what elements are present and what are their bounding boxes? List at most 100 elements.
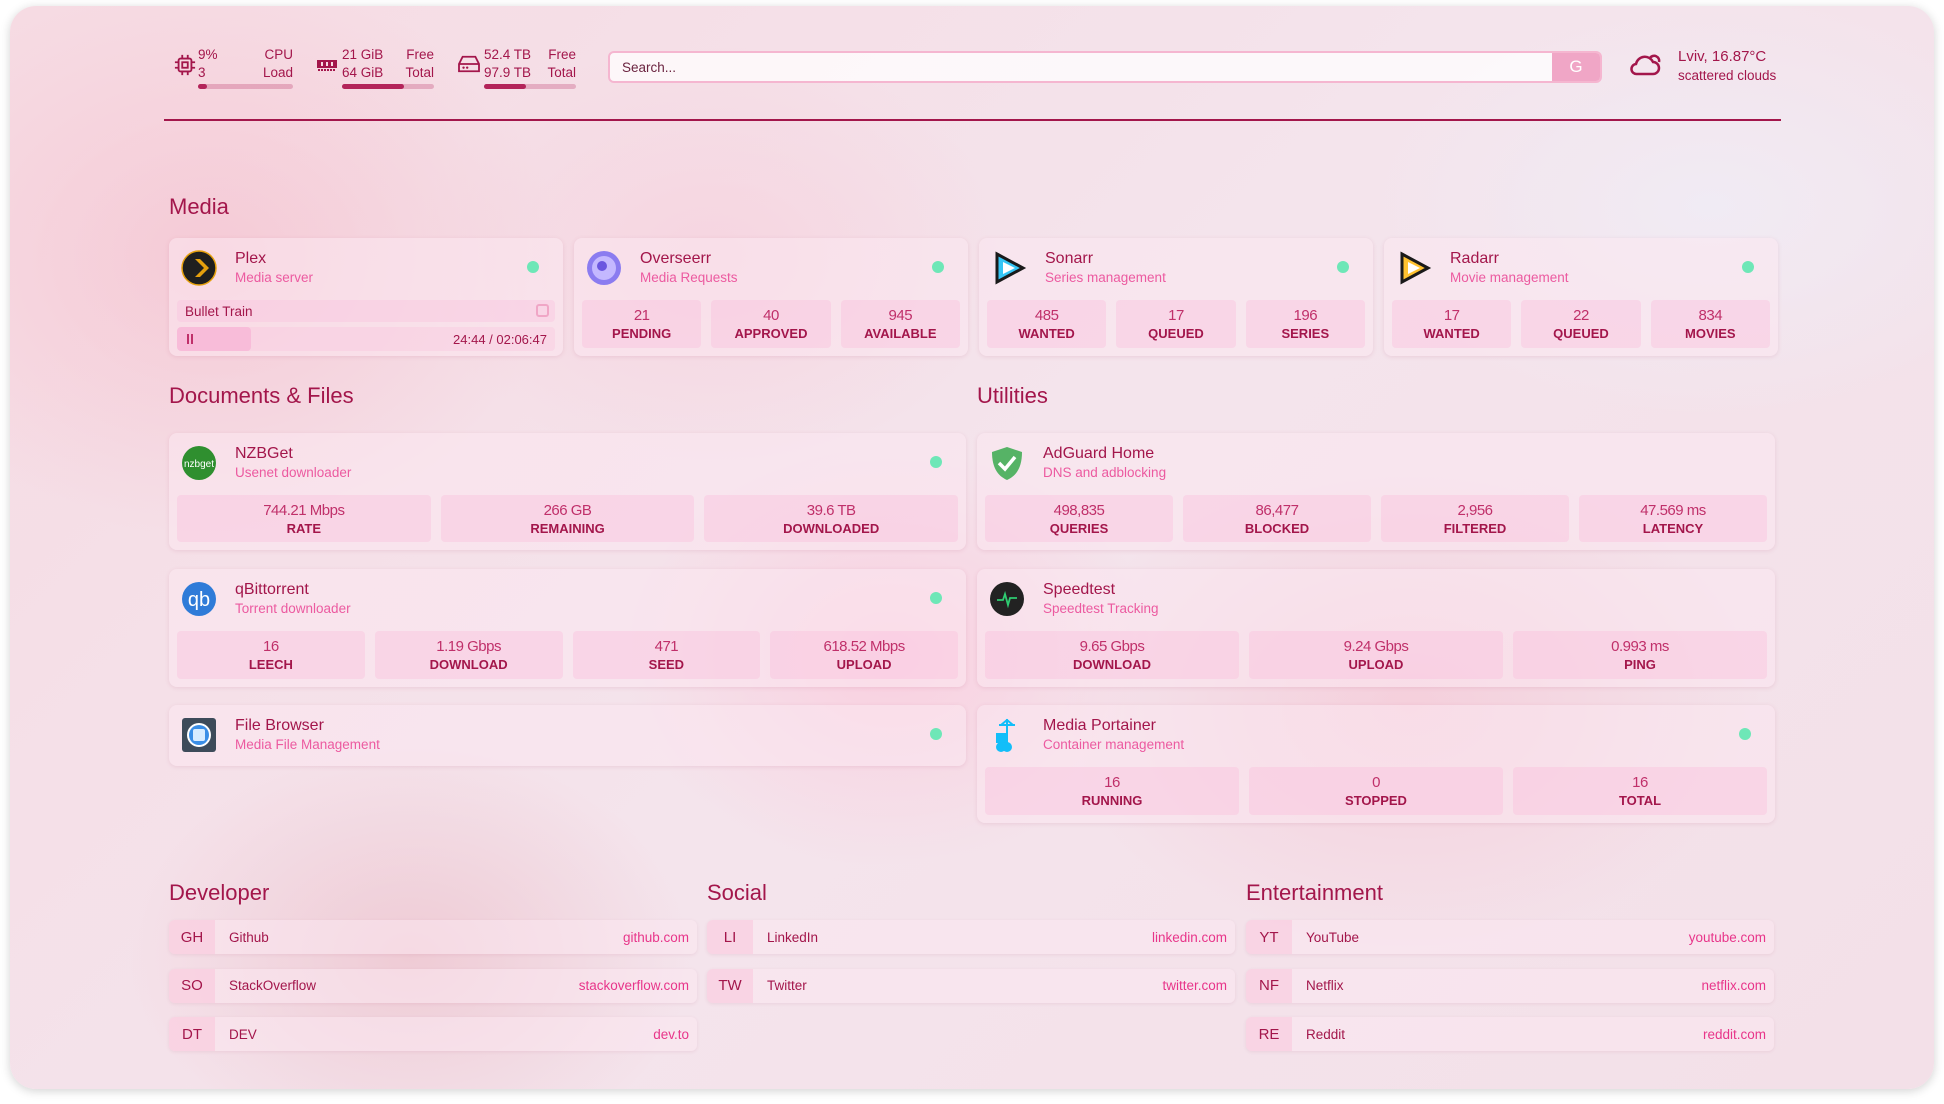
bookmark-url: reddit.com	[1702, 1026, 1766, 1042]
service-card-nzbget[interactable]: nzbget NZBGet Usenet downloader 744.21 Mbps…	[169, 433, 966, 550]
bookmark-twitter[interactable]: TW Twitter twitter.com	[707, 968, 1235, 1003]
stat-value: 16	[1632, 774, 1648, 791]
status-indicator	[930, 728, 942, 740]
service-name: Sonarr	[1045, 250, 1094, 267]
portainer-icon	[989, 717, 1025, 753]
section-title-documents: Documents & Files	[169, 383, 354, 408]
stat-block: 9.65 Gbps DOWNLOAD	[985, 631, 1239, 679]
bookmark-dev[interactable]: DT DEV dev.to	[169, 1017, 697, 1051]
stat-label: PING	[1624, 657, 1656, 672]
stat-value: 266 GB	[543, 502, 592, 519]
service-description: Media server	[235, 270, 314, 285]
bookmark-url: github.com	[622, 929, 689, 945]
stat-block: 16 LEECH	[177, 631, 365, 679]
stat-value: 618.52 Mbps	[823, 638, 906, 655]
stat-label: BLOCKED	[1244, 521, 1310, 536]
search-bar: G	[608, 51, 1602, 83]
stat-label: DOWNLOADED	[783, 521, 880, 536]
service-card-media-portainer[interactable]: Media Portainer Container management 16 RUN…	[977, 705, 1775, 823]
stat-block: 39.6 TB DOWNLOADED	[704, 495, 959, 542]
service-card-adguard-home[interactable]: AdGuard Home DNS and adblocking 498,835 QUE…	[977, 433, 1775, 550]
stat-label: WANTED	[1018, 326, 1075, 341]
bookmark-netflix[interactable]: NF Netflix netflix.com	[1246, 968, 1774, 1003]
service-stats: 16 LEECH 1.19 Gbps DOWNLOAD 471 SEED 618.52 Mb…	[177, 631, 958, 679]
stat-label: STOPPED	[1345, 793, 1407, 808]
stat-value: 0.993 ms	[1611, 638, 1669, 655]
header-divider	[164, 119, 1781, 121]
stat-block: 1.19 Gbps DOWNLOAD	[374, 631, 563, 679]
bookmark-reddit[interactable]: RE Reddit reddit.com	[1246, 1017, 1774, 1051]
now-playing-title[interactable]: Bullet Train	[185, 304, 253, 319]
stat-value: 485	[1034, 307, 1059, 324]
nzbget-icon: nzbget	[181, 445, 217, 481]
speedtest-icon	[989, 581, 1025, 617]
stat-label: LATENCY	[1642, 521, 1704, 536]
stat-label: QUERIES	[1049, 521, 1109, 536]
stat-block: 2,956 FILTERED	[1381, 495, 1569, 542]
stat-block: 0.993 ms PING	[1513, 631, 1767, 679]
service-stats: 9.65 Gbps DOWNLOAD 9.24 Gbps UPLOAD 0.993 ms…	[985, 631, 1767, 679]
playback-progress[interactable]: 24:44 / 02:06:47	[177, 327, 555, 351]
service-card-sonarr[interactable]: Sonarr Series management 485 WANTED 17 QUEUED…	[979, 238, 1373, 356]
stat-label: UPLOAD	[1348, 657, 1404, 672]
service-card-radarr[interactable]: Radarr Movie management 17 WANTED 22 QUEUED 83…	[1384, 238, 1778, 356]
cpu-label: CPU	[264, 47, 293, 62]
service-card-plex[interactable]: Plex Media server Bullet Train 24:44 / 02:0…	[169, 238, 563, 356]
stat-block: 22 QUEUED	[1521, 300, 1641, 348]
stat-block: 9.24 Gbps UPLOAD	[1249, 631, 1503, 679]
service-card-qbittorrent[interactable]: qb qBittorrent Torrent downloader 16 LEECH 1.…	[169, 569, 966, 687]
stat-value: 16	[263, 638, 279, 655]
stat-value: 471	[654, 638, 679, 655]
stat-block: 618.52 Mbps UPLOAD	[770, 631, 958, 679]
service-card-speedtest[interactable]: Speedtest Speedtest Tracking 9.65 Gbps DOWN…	[977, 569, 1775, 687]
bookmark-github[interactable]: GH Github github.com	[169, 920, 697, 954]
search-input[interactable]	[610, 53, 1552, 81]
hard-drive-icon	[458, 55, 480, 73]
service-card-overseerr[interactable]: Overseerr Media Requests 21 PENDING 40 APPROV…	[574, 238, 968, 356]
stat-value: 86,477	[1255, 502, 1299, 519]
file-browser-icon	[181, 717, 217, 753]
stat-block: 834 MOVIES	[1650, 300, 1770, 348]
stat-value: 2,956	[1457, 502, 1493, 519]
disk-free: 52.4 TB	[484, 47, 532, 62]
memory-total: 64 GiB	[342, 65, 384, 80]
bookmark-name: StackOverflow	[229, 978, 317, 993]
service-card-file-browser[interactable]: File Browser Media File Management	[169, 705, 966, 766]
search-provider-button[interactable]: G	[1552, 53, 1600, 81]
stat-block: 744.21 Mbps RATE	[177, 495, 431, 542]
stat-block: 86,477 BLOCKED	[1183, 495, 1371, 542]
bookmark-url: netflix.com	[1701, 978, 1766, 993]
stat-label: DOWNLOAD	[429, 657, 508, 672]
service-name: AdGuard Home	[1043, 445, 1155, 462]
pause-icon[interactable]	[187, 334, 193, 344]
memory-free-label: Free	[406, 47, 434, 62]
media-info-icon[interactable]	[536, 304, 549, 317]
stat-label: SEED	[648, 657, 685, 672]
service-description: Media Requests	[640, 270, 738, 285]
bookmark-stackoverflow[interactable]: SO StackOverflow stackoverflow.com	[169, 968, 697, 1003]
bookmark-url: youtube.com	[1688, 929, 1766, 945]
service-description: Container management	[1043, 737, 1185, 752]
service-description: Usenet downloader	[235, 465, 352, 480]
service-stats: 498,835 QUERIES 86,477 BLOCKED 2,956 FILTERED…	[985, 495, 1767, 542]
bookmark-name: LinkedIn	[767, 929, 819, 945]
stat-block: 16 TOTAL	[1513, 767, 1767, 815]
weather-condition: scattered clouds	[1678, 68, 1777, 83]
adguard-icon	[989, 445, 1025, 481]
weather-location: Lviv, 16.87°C	[1678, 48, 1767, 65]
bookmark-linkedin[interactable]: LI LinkedIn linkedin.com	[707, 920, 1235, 954]
bookmark-youtube[interactable]: YT YouTube youtube.com	[1246, 920, 1774, 954]
service-name: qBittorrent	[235, 581, 309, 598]
bookmark-name: DEV	[229, 1026, 257, 1042]
qbittorrent-icon: qb	[181, 581, 217, 617]
stat-block: 0 STOPPED	[1249, 767, 1503, 815]
bookmark-abbreviation: RE	[1246, 1017, 1292, 1051]
stat-value: 744.21 Mbps	[263, 502, 345, 519]
stat-block: 266 GB REMAINING	[440, 495, 695, 542]
disk-bar	[484, 84, 576, 89]
bookmark-url: twitter.com	[1162, 978, 1227, 993]
stat-value: 1.19 Gbps	[436, 638, 501, 655]
svg-text:nzbget: nzbget	[184, 459, 214, 470]
service-name: Speedtest	[1043, 581, 1116, 598]
dashboard: 9% 3 CPU Load 21 GiB 64 GiB Free Total 52.4 …	[10, 6, 1934, 1089]
